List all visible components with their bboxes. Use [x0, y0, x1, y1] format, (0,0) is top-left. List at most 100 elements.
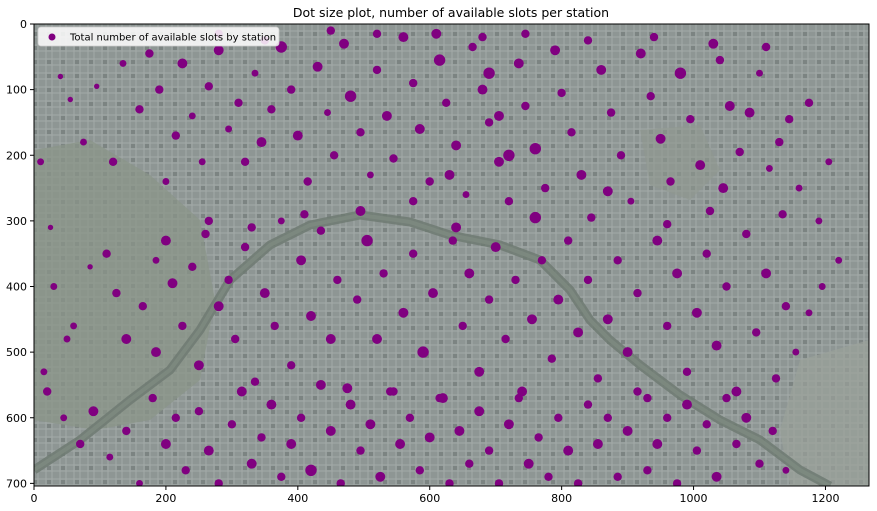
- station-point: [287, 361, 296, 370]
- station-point: [616, 151, 626, 160]
- station-point: [782, 466, 790, 474]
- legend-label: Total number of available slots by stati…: [69, 33, 276, 44]
- station-point: [761, 42, 771, 52]
- station-point: [554, 413, 563, 422]
- station-point: [593, 374, 603, 383]
- station-point: [381, 110, 392, 121]
- station-point: [490, 242, 501, 253]
- station-point: [345, 399, 356, 410]
- station-point: [544, 472, 553, 481]
- station-point: [718, 183, 729, 194]
- plot-frame: [33, 23, 870, 487]
- station-point: [333, 275, 342, 285]
- station-point: [287, 85, 296, 94]
- station-point: [151, 347, 161, 358]
- station-point: [108, 157, 118, 166]
- station-point: [365, 419, 376, 430]
- x-axis: 0 200 400 600 800 1000 1200: [31, 486, 839, 505]
- station-point: [227, 420, 237, 429]
- station-point: [47, 224, 54, 231]
- station-point: [672, 479, 682, 486]
- station-point: [527, 314, 537, 325]
- station-point: [521, 29, 530, 38]
- station-point: [277, 472, 286, 481]
- station-point: [270, 321, 279, 331]
- station-point: [375, 471, 386, 482]
- station-point: [213, 45, 224, 56]
- station-point: [511, 275, 520, 285]
- station-point: [451, 140, 462, 151]
- station-point: [398, 307, 409, 318]
- station-point: [573, 479, 583, 486]
- station-point: [152, 256, 160, 264]
- station-point: [315, 379, 326, 390]
- station-point: [792, 348, 800, 356]
- station-point: [633, 288, 642, 298]
- y-tick-label: 500: [6, 346, 27, 359]
- station-point: [563, 445, 574, 456]
- station-point: [204, 82, 213, 91]
- station-point: [741, 412, 752, 423]
- y-tick-label: 600: [6, 412, 27, 425]
- station-point: [246, 458, 257, 469]
- y-tick-label: 400: [6, 281, 27, 294]
- station-point: [514, 393, 523, 403]
- station-point: [818, 283, 826, 290]
- station-point: [361, 234, 373, 247]
- station-point: [724, 101, 735, 111]
- park-area-left: [34, 140, 215, 430]
- station-point: [735, 147, 744, 157]
- station-point: [247, 223, 256, 232]
- station-point: [771, 374, 781, 383]
- station-point: [167, 278, 178, 289]
- station-point: [708, 38, 719, 49]
- x-tick-label: 400: [287, 492, 308, 505]
- station-point: [652, 235, 663, 246]
- station-point: [326, 26, 335, 35]
- station-point: [325, 334, 336, 344]
- y-tick-label: 200: [6, 149, 27, 162]
- station-point: [592, 439, 603, 449]
- station-point: [336, 479, 345, 486]
- station-point: [435, 393, 444, 403]
- legend-marker: [48, 33, 56, 41]
- station-point: [755, 459, 764, 468]
- y-tick-label: 0: [20, 18, 27, 31]
- station-point: [785, 115, 794, 124]
- station-point: [303, 177, 312, 186]
- x-tick-label: 200: [155, 492, 176, 505]
- station-point: [795, 184, 803, 192]
- station-point: [711, 471, 722, 482]
- station-point: [547, 354, 556, 363]
- station-point: [171, 131, 180, 140]
- station-point: [425, 177, 434, 186]
- station-point: [458, 321, 467, 331]
- station-point: [112, 288, 121, 298]
- station-point: [573, 327, 584, 338]
- station-point: [484, 446, 494, 455]
- station-point: [627, 197, 635, 205]
- station-point: [87, 264, 93, 270]
- station-point: [583, 400, 593, 409]
- station-point: [312, 61, 323, 72]
- station-point: [277, 217, 285, 225]
- station-point: [102, 249, 111, 258]
- station-point: [43, 387, 52, 396]
- station-point: [564, 236, 573, 245]
- station-point: [324, 109, 331, 117]
- station-point: [94, 83, 100, 90]
- station-point: [442, 98, 451, 108]
- station-point: [204, 216, 213, 226]
- station-point: [178, 321, 187, 331]
- station-point: [742, 229, 751, 239]
- station-point: [203, 445, 214, 456]
- station-point: [523, 458, 534, 469]
- station-point: [201, 229, 210, 239]
- station-point: [541, 183, 550, 193]
- station-point: [194, 407, 204, 416]
- station-point: [478, 32, 487, 42]
- station-point: [259, 288, 270, 299]
- station-point: [474, 366, 485, 377]
- station-point: [643, 466, 652, 475]
